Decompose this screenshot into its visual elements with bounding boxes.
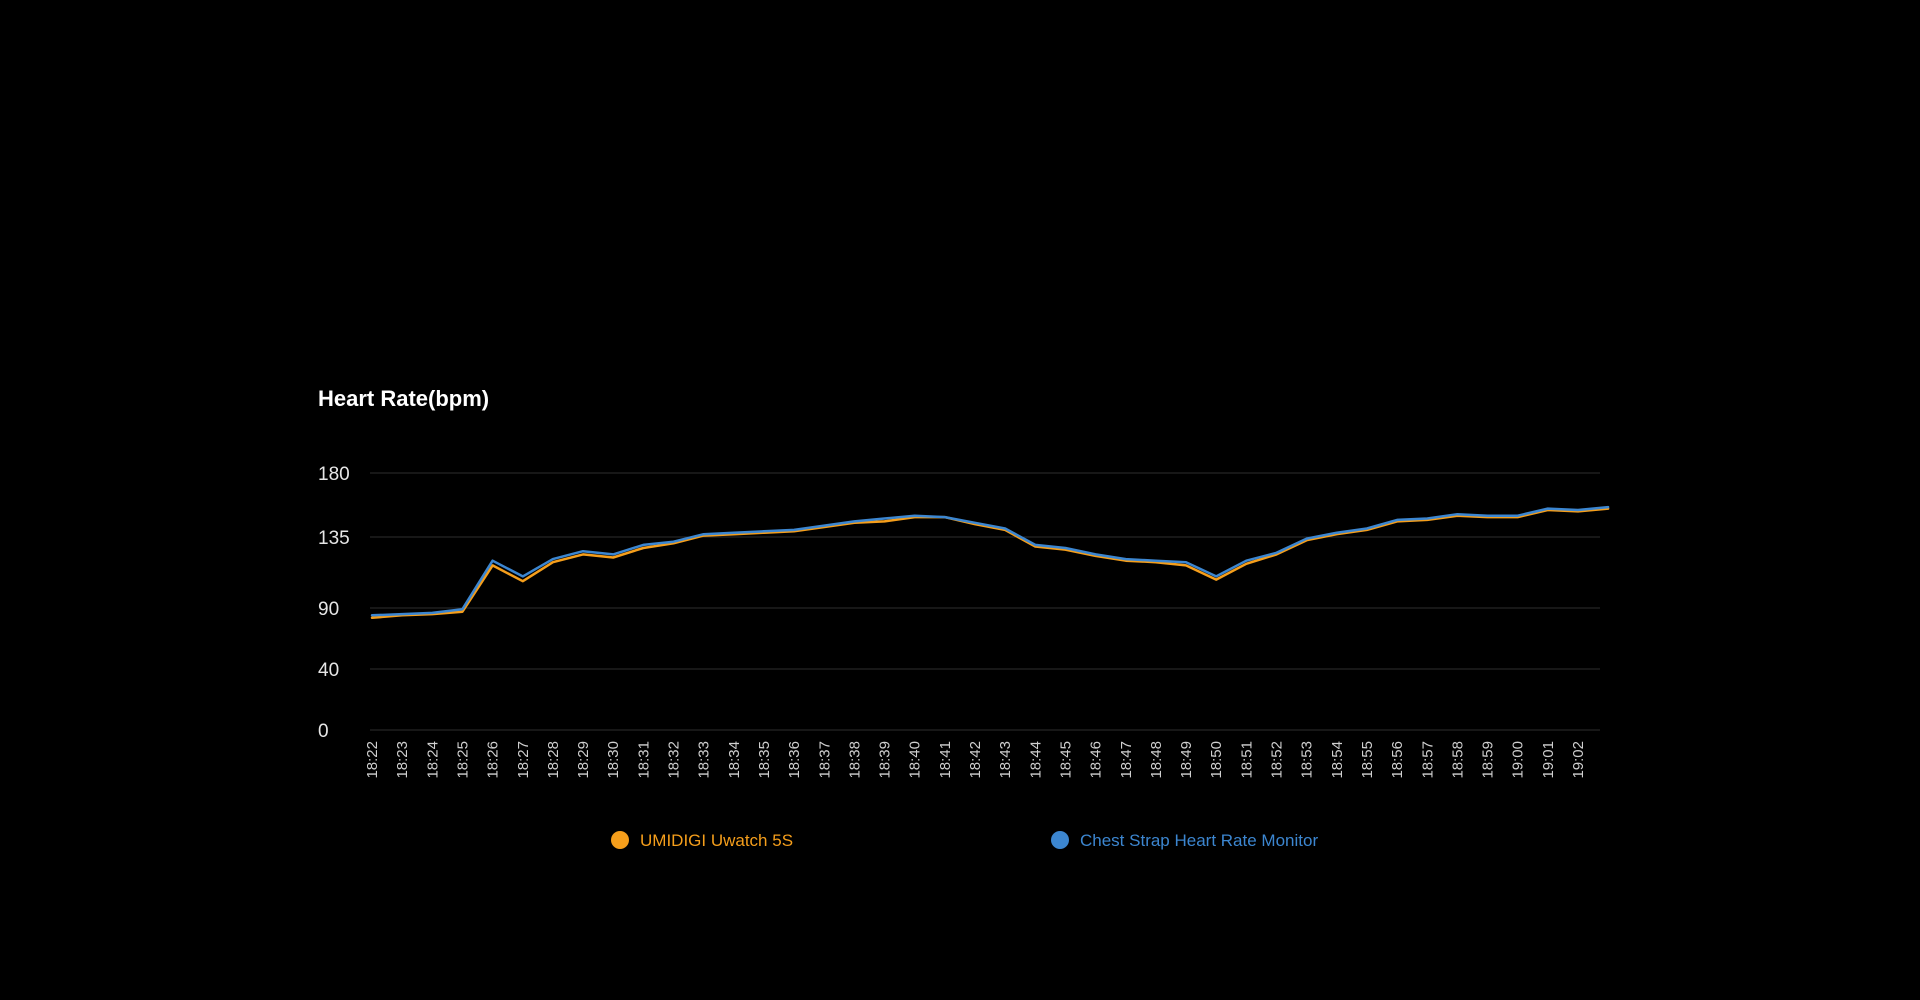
- x-tick-label: 18:57: [1419, 741, 1436, 779]
- y-axis-ticks: 0 40 90 135 180: [318, 464, 350, 742]
- x-tick-label: 18:55: [1359, 741, 1376, 779]
- x-tick-label: 19:01: [1540, 741, 1557, 779]
- x-tick-label: 18:56: [1389, 741, 1406, 779]
- x-tick-label: 18:42: [967, 741, 984, 779]
- legend-marker: [611, 831, 629, 849]
- x-tick-label: 18:29: [575, 741, 592, 779]
- x-tick-label: 18:49: [1178, 741, 1195, 779]
- x-tick-label: 18:26: [485, 741, 502, 779]
- x-tick-label: 18:45: [1057, 741, 1074, 779]
- x-tick-label: 18:24: [424, 741, 441, 779]
- x-tick-label: 18:35: [756, 741, 773, 779]
- x-tick-label: 18:52: [1269, 741, 1286, 779]
- series-line-chest-strap: [370, 505, 1610, 617]
- x-tick-label: 18:40: [907, 741, 924, 779]
- y-tick-label: 135: [318, 528, 350, 549]
- x-tick-label: 18:39: [877, 741, 894, 779]
- x-tick-label: 18:22: [364, 741, 381, 779]
- x-tick-label: 18:54: [1329, 741, 1346, 779]
- y-tick-label: 40: [318, 660, 339, 681]
- x-tick-label: 18:41: [937, 741, 954, 779]
- x-tick-label: 18:50: [1208, 741, 1225, 779]
- series-line-umidigi-uwatch-5s: [370, 507, 1610, 620]
- chart-title: Heart Rate(bpm): [318, 386, 489, 411]
- x-tick-label: 18:46: [1088, 741, 1105, 779]
- x-tick-label: 18:23: [394, 741, 411, 779]
- x-tick-label: 18:30: [605, 741, 622, 779]
- x-tick-label: 18:47: [1118, 741, 1135, 779]
- x-tick-label: 18:36: [786, 741, 803, 779]
- x-axis-ticks: 18:22 18:23 18:24 18:25 18:26 18:27 18:28 18:29…: [364, 741, 1587, 779]
- x-tick-label: 18:59: [1480, 741, 1497, 779]
- x-tick-label: 18:31: [635, 741, 652, 779]
- y-tick-label: 90: [318, 599, 339, 620]
- x-tick-label: 18:37: [816, 741, 833, 779]
- x-tick-label: 18:28: [545, 741, 562, 779]
- x-tick-label: 19:02: [1570, 741, 1587, 779]
- x-tick-label: 18:33: [696, 741, 713, 779]
- x-tick-label: 18:25: [454, 741, 471, 779]
- x-tick-label: 18:51: [1238, 741, 1255, 779]
- x-tick-label: 18:44: [1027, 741, 1044, 779]
- y-tick-label: 180: [318, 464, 350, 485]
- x-tick-label: 18:38: [846, 741, 863, 779]
- x-tick-label: 18:43: [997, 741, 1014, 779]
- x-tick-label: 18:32: [666, 741, 683, 779]
- legend: UMIDIGI Uwatch 5S Chest Strap Heart Rate …: [611, 831, 1318, 850]
- series-group: [370, 505, 1610, 620]
- grid: [370, 472, 1600, 731]
- legend-label: UMIDIGI Uwatch 5S: [640, 831, 793, 850]
- y-tick-label: 0: [318, 721, 329, 742]
- x-tick-label: 18:53: [1299, 741, 1316, 779]
- x-tick-label: 19:00: [1510, 741, 1527, 779]
- x-tick-label: 18:48: [1148, 741, 1165, 779]
- x-tick-label: 18:58: [1449, 741, 1466, 779]
- x-tick-label: 18:34: [726, 741, 743, 779]
- legend-label: Chest Strap Heart Rate Monitor: [1080, 831, 1318, 850]
- legend-marker: [1051, 831, 1069, 849]
- x-tick-label: 18:27: [515, 741, 532, 779]
